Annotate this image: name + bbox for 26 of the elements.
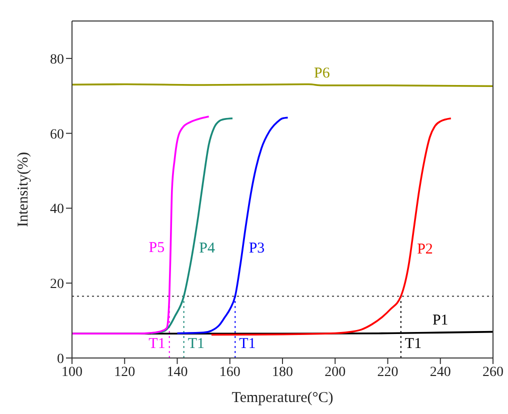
x-tick-label: 160 <box>219 364 240 380</box>
ref-line-label: T1 <box>188 336 204 352</box>
series-label: P5 <box>148 240 165 256</box>
y-tick-label: 80 <box>50 52 64 68</box>
x-tick-label: 180 <box>272 364 293 380</box>
x-tick-label: 260 <box>482 364 504 380</box>
x-tick-label: 100 <box>62 364 82 380</box>
ref-line-label: T1 <box>239 336 256 352</box>
y-tick-label: 0 <box>57 352 64 367</box>
x-tick-label: 140 <box>166 364 188 380</box>
x-tick-label: 120 <box>114 364 136 380</box>
series-label: P6 <box>314 65 330 82</box>
y-tick-label: 60 <box>50 127 64 142</box>
x-tick-label: 240 <box>430 364 451 380</box>
x-tick-label: 220 <box>377 364 398 380</box>
x-axis-title: Temperature(°C) <box>232 390 334 406</box>
series-label: P2 <box>417 242 433 258</box>
ref-line-label: T1 <box>148 336 166 352</box>
x-tick-label: 200 <box>324 364 346 380</box>
y-tick-label: 20 <box>50 277 64 292</box>
y-tick-label: 40 <box>50 202 64 218</box>
series-label: P1 <box>432 312 448 329</box>
series-label: P3 <box>248 240 265 256</box>
series-label: P4 <box>199 240 216 257</box>
ref-line-label: T1 <box>404 336 422 352</box>
y-axis-title: Intensity(%) <box>15 152 32 227</box>
